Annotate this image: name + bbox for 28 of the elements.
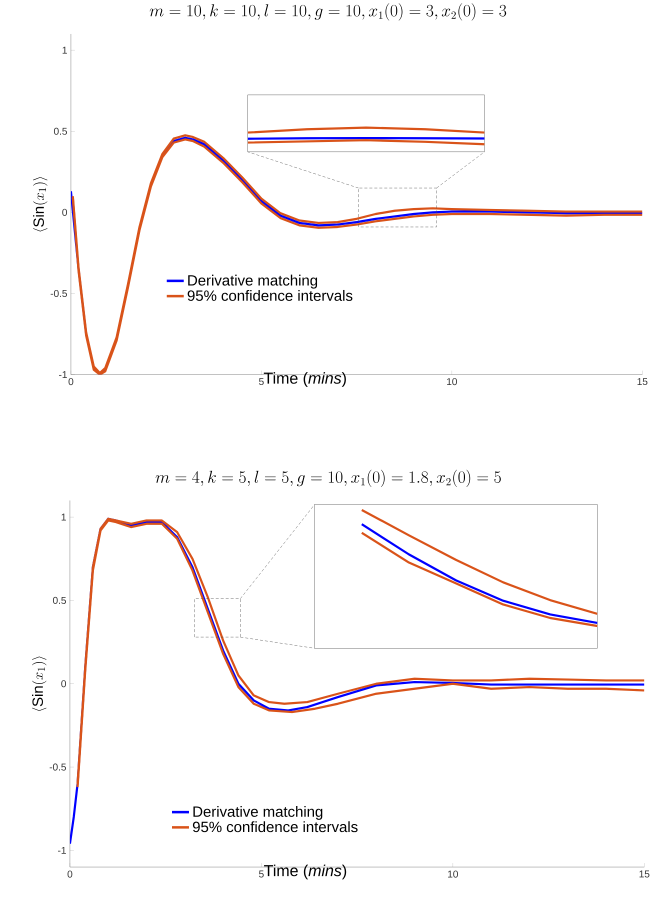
y-axis-title: $\langle \mathrm{Sin}(x_1) \rangle$ [32, 656, 46, 711]
x-tick-label: 10 [447, 378, 457, 386]
y-tick-label: 0 [61, 680, 66, 688]
x-tick-label: 5 [258, 378, 264, 386]
y-tick-label: 0.5 [54, 128, 67, 135]
x-tick-label: 0 [68, 378, 74, 386]
x-tick-label: 10 [448, 870, 458, 878]
y-tick-label: 0.5 [52, 596, 66, 604]
y-tick-label: -1 [58, 371, 67, 378]
y-tick-label: -0.5 [50, 290, 67, 297]
legend-label: Derivative matching [193, 806, 322, 820]
y-tick-label: 1 [62, 514, 66, 521]
chart-title: $m = 10, k = 10, l = 10, g = 10, x_1(0) = 3, x_2(0) = 3$ [150, 3, 506, 20]
x-axis-title: Time (mins) [264, 864, 346, 880]
legend-label: 95% confidence intervals [188, 290, 352, 301]
legend-label: 95% confidence intervals [192, 821, 358, 832]
y-tick-label: -0.5 [50, 764, 66, 771]
y-tick-label: 1 [62, 46, 67, 54]
y-axis-title: $\langle \mathrm{Sin}(x_1) \rangle$ [32, 177, 48, 232]
y-tick-label: -1 [58, 846, 66, 854]
x-tick-label: 5 [258, 870, 264, 878]
x-tick-label: 0 [67, 870, 72, 878]
chart-title: $m = 4, k = 5, l = 5, g = 10, x_1(0) = 1.8, x_2(0) = 5$ [156, 470, 501, 487]
x-tick-label: 15 [639, 870, 650, 878]
legend-label: Derivative matching [188, 274, 318, 289]
x-axis-title: Time (mins) [264, 372, 346, 387]
y-tick-label: 0 [62, 208, 67, 216]
x-tick-label: 15 [637, 378, 648, 386]
